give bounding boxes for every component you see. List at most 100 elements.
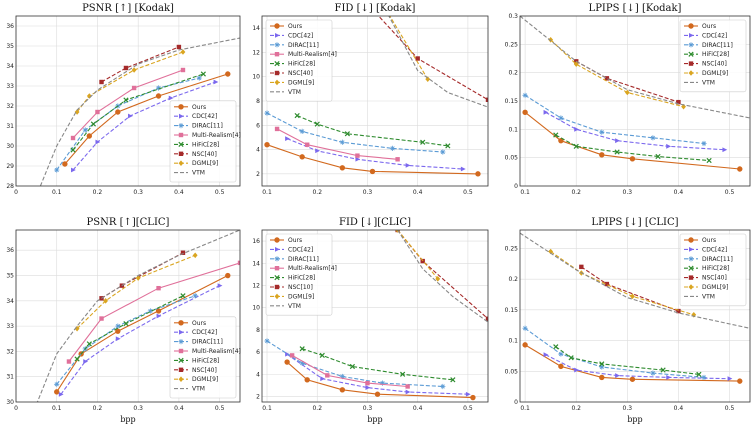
legend-label: Ours	[702, 23, 716, 30]
data-point	[389, 145, 396, 151]
legend-label: DIRAC[11]	[702, 42, 733, 49]
series-line	[72, 73, 204, 151]
y-tick-label: 4	[256, 147, 260, 154]
data-point	[339, 139, 345, 145]
data-point	[90, 121, 97, 127]
data-point	[299, 128, 305, 134]
data-point	[405, 389, 411, 395]
data-point	[289, 353, 295, 358]
series-line	[276, 128, 398, 160]
y-tick-label: 2	[256, 393, 260, 400]
data-point	[689, 33, 694, 38]
y-tick-label: 0	[514, 399, 518, 406]
y-tick-label: 0.25	[505, 245, 519, 252]
data-point	[304, 377, 310, 383]
data-point	[701, 140, 707, 147]
data-point	[543, 352, 549, 358]
data-point	[237, 260, 240, 266]
y-tick-label: 29	[6, 163, 14, 170]
legend-box	[679, 233, 747, 307]
data-point	[688, 61, 694, 66]
data-point	[156, 285, 161, 291]
legend-label: VTM	[288, 303, 301, 310]
data-point	[147, 308, 153, 314]
data-point	[225, 272, 231, 279]
data-point	[58, 392, 64, 397]
y-tick-label: 10	[252, 74, 260, 81]
chart-title: PSNR [↑][CLIC]	[87, 217, 170, 228]
data-point	[299, 346, 305, 352]
data-point	[274, 284, 280, 290]
data-point	[470, 394, 476, 401]
data-point	[274, 42, 280, 48]
data-point	[178, 367, 184, 372]
legend: Ours CDC[42] DIRAC[11] HiFiC[28] NSC[40] DGML…	[679, 19, 747, 93]
y-tick-label: 16	[252, 238, 260, 245]
data-point	[123, 65, 129, 71]
data-point	[115, 323, 121, 329]
data-point	[275, 247, 280, 252]
legend-box	[679, 19, 747, 93]
data-point	[344, 131, 351, 137]
y-tick-label: 0.25	[505, 41, 519, 48]
y-tick-label: 36	[6, 23, 14, 30]
y-tick-label: 0.1	[508, 126, 518, 133]
data-point	[95, 139, 101, 145]
x-tick-label: 0.2	[571, 405, 581, 412]
data-point	[615, 138, 620, 144]
data-point	[450, 377, 456, 383]
x-tick-label: 0.1	[520, 405, 530, 412]
data-point	[706, 157, 712, 164]
data-point	[445, 143, 451, 149]
legend: Ours CDC[42] DIRAC[11] Multi-Realism[4] HiFi…	[265, 19, 337, 102]
data-point	[285, 136, 290, 142]
data-point	[275, 33, 280, 38]
data-point	[615, 373, 620, 378]
legend-label: CDC[42]	[702, 246, 727, 253]
data-point	[485, 316, 488, 321]
data-point	[666, 143, 672, 149]
data-point	[274, 266, 280, 271]
legend-label: VTM	[192, 386, 205, 393]
data-point	[629, 156, 636, 162]
legend-label: DGML[9]	[288, 293, 314, 300]
x-axis-label: bpp	[627, 415, 642, 424]
x-tick-label: 0.1	[52, 405, 62, 412]
data-point	[395, 230, 400, 233]
data-point	[180, 67, 186, 73]
data-point	[676, 99, 681, 105]
legend-label: Multi-Realism[4]	[288, 51, 337, 58]
chart-title: FID [↓][CLIC]	[339, 217, 411, 228]
chart-panel: 0.1 0.2 0.3 0.4 0.5 2 4 6 8 10 12 14 16 FID [↓][CLIC]…	[252, 217, 489, 424]
data-point	[599, 374, 605, 381]
x-tick-label: 0.2	[312, 189, 322, 196]
data-point	[54, 167, 60, 173]
x-tick-label: 0.4	[174, 405, 184, 412]
series-line	[76, 51, 184, 113]
data-point	[66, 359, 72, 364]
data-point	[115, 336, 121, 342]
x-tick-label: 0.4	[674, 405, 684, 412]
legend-label: Multi-Realism[4]	[192, 132, 241, 139]
y-tick-label: 0.1	[508, 338, 518, 345]
data-point	[156, 313, 162, 319]
series-line	[302, 348, 453, 381]
data-point	[399, 371, 406, 377]
data-point	[103, 298, 108, 304]
series-line	[397, 230, 488, 323]
chart-title: FID [↓] [Kodak]	[335, 3, 416, 14]
y-tick-label: 6	[256, 122, 260, 129]
series-line	[68, 262, 240, 362]
data-point	[405, 384, 410, 389]
data-point	[168, 95, 174, 101]
data-point	[179, 329, 184, 335]
legend-box	[169, 316, 237, 399]
data-point	[264, 142, 270, 148]
legend-label: DGML[9]	[192, 160, 218, 167]
data-point	[688, 42, 694, 48]
legend-label: HiFiC[28]	[288, 275, 315, 282]
legend-box	[265, 233, 333, 316]
legend-label: CDC[42]	[288, 32, 313, 39]
x-tick-label: 0.1	[262, 189, 272, 196]
